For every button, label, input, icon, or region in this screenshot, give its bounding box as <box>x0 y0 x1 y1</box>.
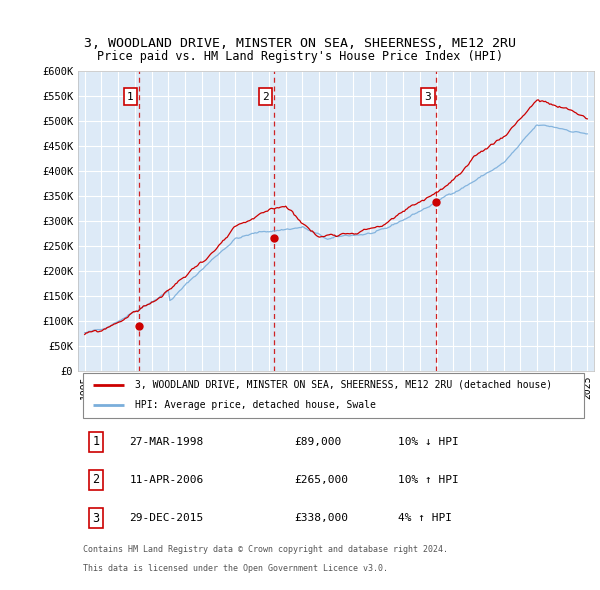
Text: 11-APR-2006: 11-APR-2006 <box>130 475 204 485</box>
Text: HPI: Average price, detached house, Swale: HPI: Average price, detached house, Swal… <box>135 400 376 410</box>
Text: 3, WOODLAND DRIVE, MINSTER ON SEA, SHEERNESS, ME12 2RU: 3, WOODLAND DRIVE, MINSTER ON SEA, SHEER… <box>84 37 516 50</box>
Text: 29-DEC-2015: 29-DEC-2015 <box>130 513 204 523</box>
Text: 3, WOODLAND DRIVE, MINSTER ON SEA, SHEERNESS, ME12 2RU (detached house): 3, WOODLAND DRIVE, MINSTER ON SEA, SHEER… <box>135 379 552 389</box>
Text: 4% ↑ HPI: 4% ↑ HPI <box>398 513 452 523</box>
FancyBboxPatch shape <box>83 373 584 418</box>
Text: 2: 2 <box>262 92 269 102</box>
Text: This data is licensed under the Open Government Licence v3.0.: This data is licensed under the Open Gov… <box>83 564 388 573</box>
Text: £338,000: £338,000 <box>295 513 349 523</box>
Text: Price paid vs. HM Land Registry's House Price Index (HPI): Price paid vs. HM Land Registry's House … <box>97 50 503 63</box>
Text: 1: 1 <box>127 92 134 102</box>
Text: 2: 2 <box>92 474 100 487</box>
Text: 10% ↑ HPI: 10% ↑ HPI <box>398 475 458 485</box>
Text: 3: 3 <box>92 512 100 525</box>
Text: £265,000: £265,000 <box>295 475 349 485</box>
Text: 1: 1 <box>92 435 100 448</box>
Text: £89,000: £89,000 <box>295 437 342 447</box>
Text: Contains HM Land Registry data © Crown copyright and database right 2024.: Contains HM Land Registry data © Crown c… <box>83 545 448 554</box>
Text: 3: 3 <box>425 92 431 102</box>
Text: 10% ↓ HPI: 10% ↓ HPI <box>398 437 458 447</box>
Text: 27-MAR-1998: 27-MAR-1998 <box>130 437 204 447</box>
